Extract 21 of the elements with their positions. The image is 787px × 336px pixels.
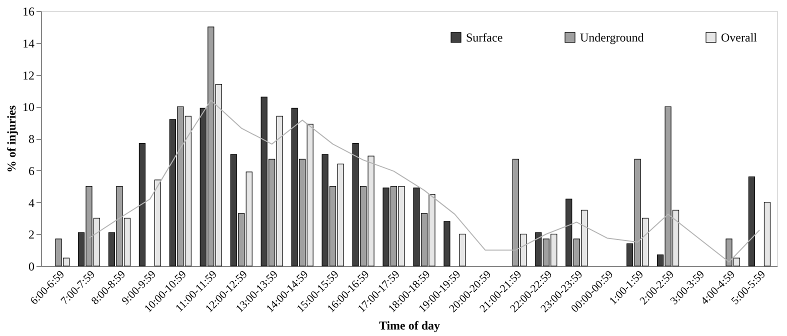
- legend-label: Surface: [466, 30, 503, 44]
- y-tick-label: 8: [28, 132, 34, 146]
- y-tick-label: 16: [22, 4, 34, 18]
- y-tick-label: 10: [22, 100, 34, 114]
- line-series: [88, 100, 760, 263]
- legend-label: Overall: [721, 30, 758, 44]
- bar: [138, 142, 146, 266]
- bar: [764, 202, 771, 266]
- y-tick-label: 0: [28, 260, 34, 274]
- bar: [444, 221, 450, 266]
- x-axis-title: Time of day: [378, 318, 440, 332]
- y-tick-label: 12: [22, 68, 34, 82]
- y-axis-title: % of injuries: [4, 105, 18, 173]
- y-tick-label: 6: [28, 164, 34, 178]
- y-tick-label: 14: [22, 36, 34, 50]
- legend-label: Underground: [580, 30, 644, 44]
- bar: [748, 176, 756, 266]
- y-tick-label: 2: [28, 228, 34, 242]
- bar: [459, 234, 466, 266]
- bar: [154, 180, 161, 266]
- y-tick-label: 4: [28, 196, 34, 210]
